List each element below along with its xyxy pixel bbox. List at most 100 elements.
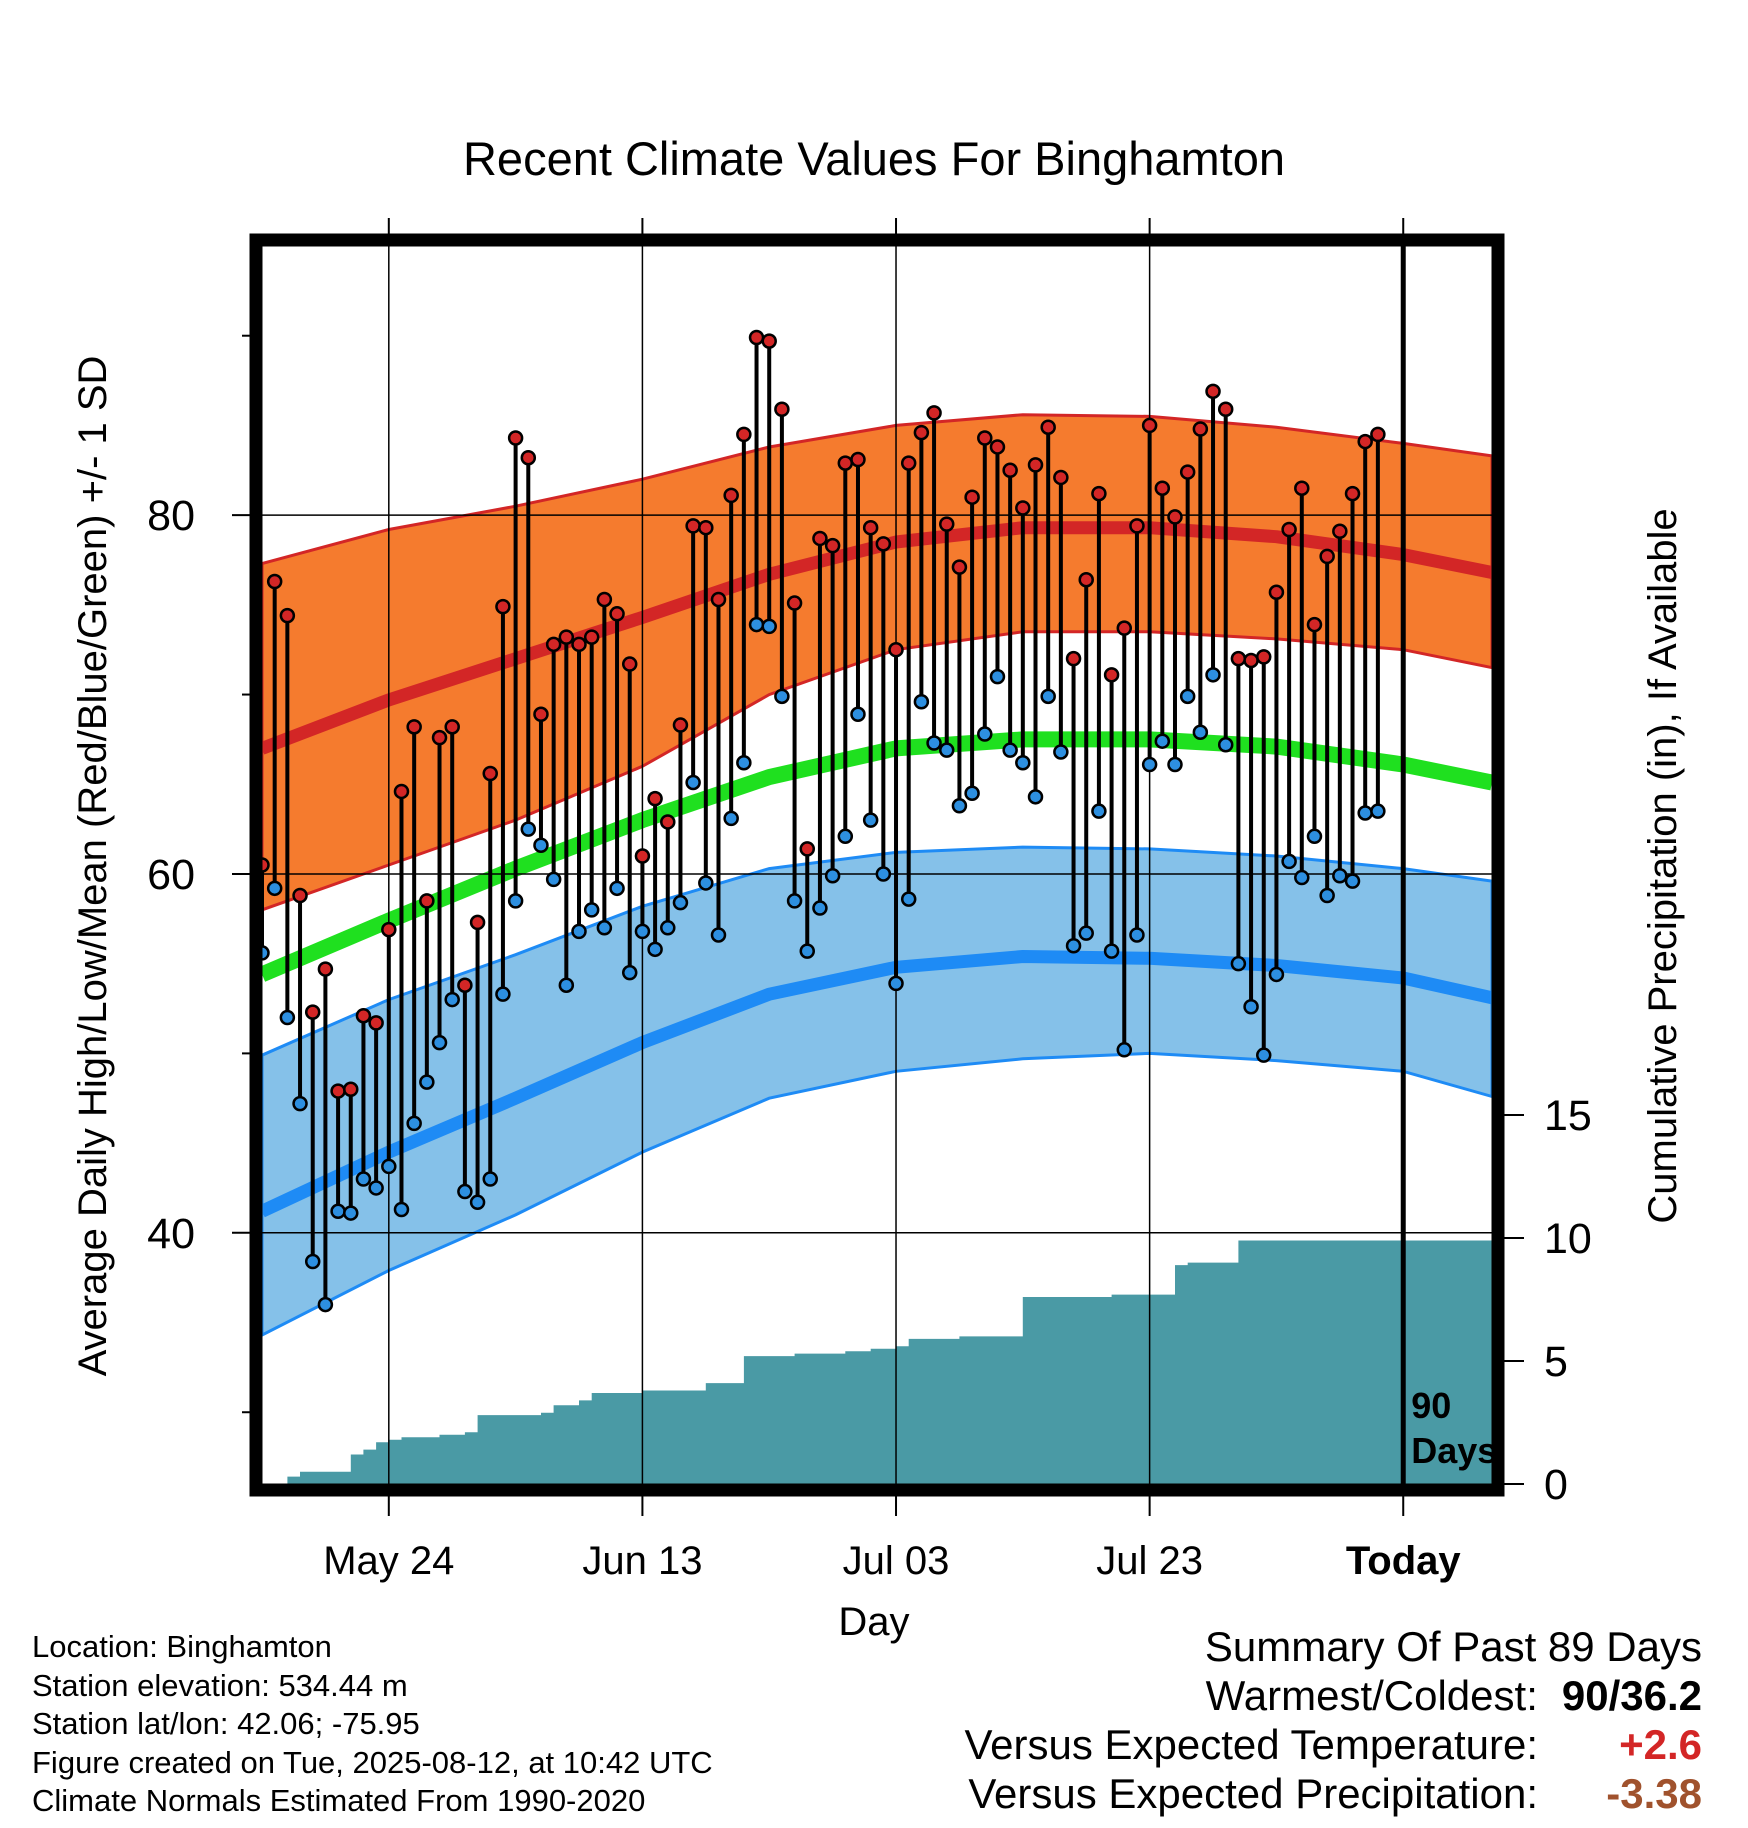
daily-low-point	[989, 668, 1006, 685]
daily-high-point	[1027, 457, 1044, 473]
daily-low-point	[266, 880, 283, 897]
y-tick-label: 40	[147, 1210, 195, 1258]
daily-high-point	[1230, 650, 1247, 667]
daily-high-point	[1256, 649, 1272, 665]
daily-high-point	[989, 439, 1006, 455]
daily-low-point	[1294, 869, 1310, 886]
daily-low-point	[926, 735, 942, 751]
daily-high-point	[393, 783, 410, 800]
daily-low-point	[824, 868, 841, 884]
daily-low-point	[1243, 998, 1259, 1015]
daily-high-point	[1167, 509, 1183, 525]
daily-high-point	[1243, 652, 1259, 669]
axes: 40 60 80 0 5 10 15 May 24 Jun 13 Jul 03 Jul 23 Toda…	[147, 218, 1592, 1583]
daily-low-point	[1268, 966, 1285, 983]
daily-high-point	[1268, 584, 1285, 601]
daily-low-point	[951, 798, 968, 814]
daily-high-point	[862, 519, 879, 536]
x-tick-label: Jul 23	[1096, 1539, 1203, 1583]
daily-high-point	[545, 636, 562, 653]
temp-value: +2.6	[1619, 1721, 1702, 1768]
daily-low-point	[1002, 742, 1018, 758]
daily-low-point	[1306, 828, 1323, 845]
daily-low-point	[634, 923, 651, 940]
daily-low-point	[1256, 1047, 1272, 1063]
x-tick-label: Today	[1346, 1539, 1462, 1583]
daily-high-point	[672, 717, 689, 733]
daily-low-point	[330, 1203, 346, 1220]
daily-low-point	[1332, 868, 1348, 884]
daily-high-point	[596, 591, 613, 608]
daily-high-point	[304, 1004, 321, 1020]
daily-high-point	[951, 559, 968, 575]
daily-high-point	[533, 706, 549, 723]
location-text: Location: Binghamton	[32, 1629, 332, 1664]
daily-low-point	[596, 920, 613, 936]
daily-high-point	[609, 606, 625, 622]
daily-high-point	[355, 1007, 372, 1024]
daily-low-point	[888, 975, 904, 992]
y-tick-label: 80	[147, 492, 195, 540]
daily-high-point	[1281, 521, 1297, 538]
daily-low-point	[279, 1009, 296, 1026]
daily-low-point	[647, 941, 663, 958]
created-text: Figure created on Tue, 2025-08-12, at 10…	[32, 1744, 713, 1780]
daily-high-point	[723, 487, 739, 504]
daily-low-point	[1129, 927, 1145, 943]
daily-low-point	[710, 927, 727, 943]
daily-high-point	[1205, 383, 1221, 400]
daily-high-point	[1053, 469, 1069, 486]
daily-high-point	[1192, 421, 1209, 437]
daily-high-point	[583, 629, 600, 645]
daily-low-point	[1357, 805, 1373, 821]
daily-high-point	[368, 1015, 384, 1031]
daily-low-point	[368, 1180, 384, 1196]
daily-high-point	[1015, 500, 1031, 516]
daily-high-point	[900, 455, 917, 471]
daily-low-point	[469, 1194, 486, 1211]
daily-low-point	[609, 880, 625, 897]
daily-low-point	[977, 726, 993, 742]
daily-high-point	[1040, 419, 1056, 435]
x-tick-label: Jun 13	[582, 1539, 702, 1583]
daily-high-point	[1294, 480, 1310, 496]
y-axis-label: Average Daily High/Low/Mean (Red/Blue/Gr…	[71, 356, 115, 1377]
daily-low-point	[1103, 943, 1120, 959]
daily-high-point	[495, 598, 511, 615]
daily-low-point	[558, 977, 575, 993]
daily-low-point	[292, 1095, 308, 1112]
daily-low-point	[533, 837, 549, 854]
daily-low-point	[1027, 789, 1044, 805]
daily-low-point	[1040, 688, 1056, 705]
daily-high-point	[507, 430, 524, 446]
daily-low-point	[900, 891, 917, 907]
daily-low-point	[1015, 754, 1031, 771]
daily-low-point	[520, 821, 537, 837]
daily-high-point	[1129, 518, 1145, 534]
daily-high-point	[1179, 464, 1196, 480]
daily-high-point	[799, 841, 816, 857]
daily-high-point	[875, 536, 892, 552]
daily-low-point	[1167, 756, 1183, 773]
daily-low-point	[685, 774, 701, 791]
daily-high-point	[977, 430, 993, 446]
daily-high-point	[850, 451, 866, 468]
daily-low-point	[355, 1171, 372, 1187]
daily-low-point	[304, 1253, 321, 1270]
daily-low-point	[812, 900, 828, 916]
daily-high-point	[1332, 523, 1348, 540]
daily-low-point	[850, 706, 866, 723]
daily-high-point	[698, 519, 714, 536]
daily-low-point	[317, 1296, 334, 1313]
daily-low-point	[583, 902, 600, 918]
daily-low-point	[837, 828, 854, 845]
daily-high-point	[457, 977, 473, 993]
daily-low-point	[1370, 803, 1386, 819]
daily-high-point	[1357, 433, 1373, 450]
daily-low-point	[1141, 756, 1158, 773]
daily-high-point	[444, 719, 460, 735]
daily-low-point	[1154, 733, 1171, 749]
daily-low-point	[1319, 887, 1335, 904]
daily-low-point	[457, 1183, 473, 1200]
